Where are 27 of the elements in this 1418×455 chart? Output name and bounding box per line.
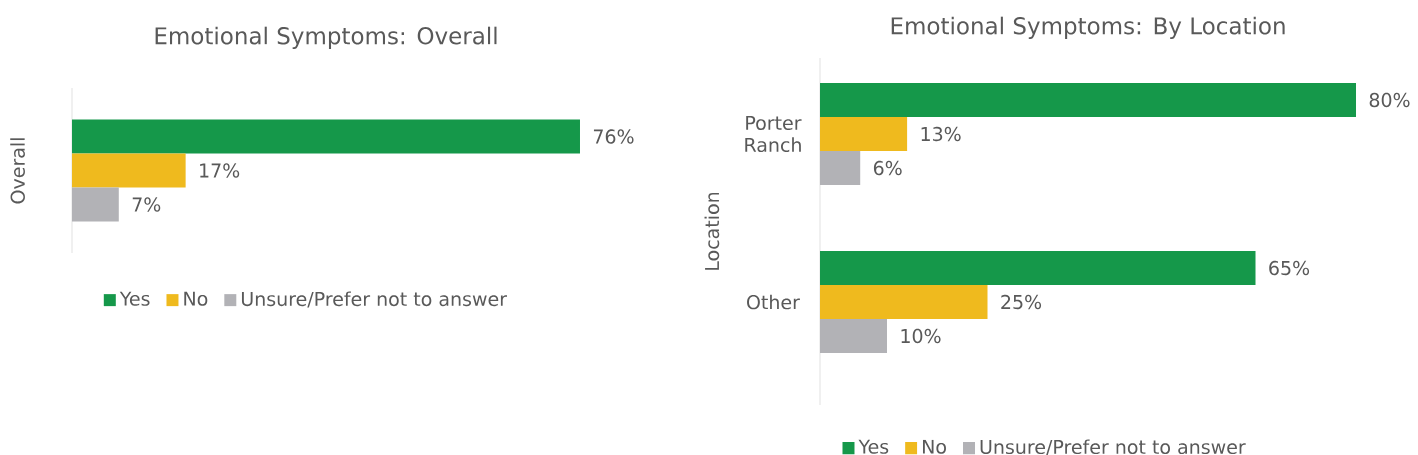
bar — [820, 83, 1356, 118]
bar — [820, 319, 888, 354]
data-label: 10% — [901, 328, 941, 344]
y-tick-label: Overall — [10, 138, 25, 204]
legend-label: Unsure/Prefer not to answer — [980, 439, 1246, 455]
data-label: 6% — [873, 160, 902, 176]
y-tick-label: Other — [747, 294, 800, 310]
y-tick-label: Porter Ranch — [745, 115, 802, 153]
chart-title: Emotional Symptoms: Overall — [155, 26, 497, 49]
data-label: 80% — [1369, 92, 1410, 108]
data-label: 7% — [132, 197, 161, 212]
bar — [820, 117, 908, 151]
y-axis-title: Location — [704, 192, 720, 270]
bar — [820, 285, 988, 319]
legend-label: Yes — [119, 291, 150, 306]
data-label: 65% — [1269, 260, 1310, 276]
legend-label: No — [923, 439, 946, 454]
data-label: 17% — [200, 163, 240, 178]
bar — [820, 251, 1256, 286]
legend-label: Unsure/Prefer not to answer — [241, 291, 508, 308]
legend-label: No — [184, 291, 208, 306]
chart-title: Emotional Symptoms: By Location — [891, 16, 1285, 39]
data-label: 76% — [593, 129, 634, 144]
data-label: 25% — [1001, 294, 1042, 310]
bar — [820, 151, 861, 185]
legend-label: Yes — [858, 439, 889, 454]
data-label: 13% — [921, 126, 961, 142]
